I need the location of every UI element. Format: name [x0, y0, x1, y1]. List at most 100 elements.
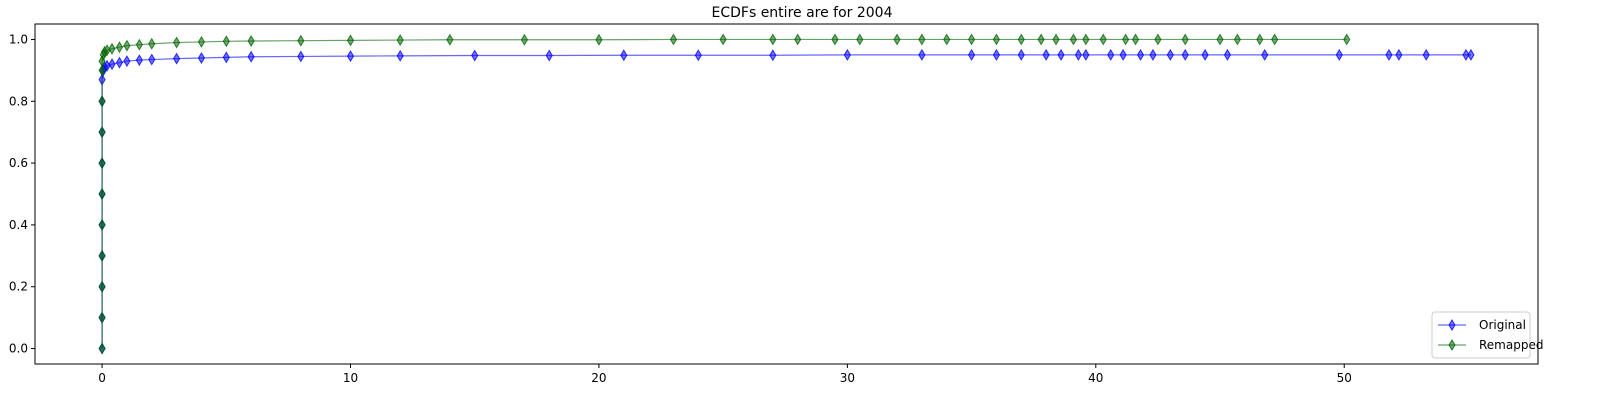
data-point-remapped: [719, 33, 727, 46]
data-point-remapped: [992, 33, 1001, 46]
data-point-original: [346, 50, 355, 63]
data-point-remapped: [669, 33, 678, 46]
data-point-original: [222, 51, 230, 64]
data-point-remapped: [1256, 33, 1264, 46]
legend-label-remapped: Remapped: [1479, 338, 1543, 352]
data-point-remapped: [918, 33, 926, 46]
data-point-remapped: [1131, 33, 1140, 46]
data-point-remapped: [1037, 33, 1045, 46]
data-point-remapped: [222, 35, 230, 48]
data-point-remapped: [115, 41, 124, 54]
data-point-original: [1074, 48, 1082, 61]
data-point-original: [1462, 48, 1470, 61]
data-point-original: [108, 58, 116, 71]
data-point-remapped: [98, 311, 106, 324]
data-point-remapped: [98, 342, 106, 355]
data-point-remapped: [1082, 33, 1090, 46]
data-point-remapped: [108, 42, 116, 55]
data-point-original: [992, 48, 1001, 61]
data-point-remapped: [98, 249, 106, 262]
legend: Original Remapped: [1431, 311, 1543, 359]
data-point-remapped: [98, 95, 106, 108]
data-point-original: [967, 48, 976, 61]
series-line-original: [101, 54, 1471, 349]
data-point-remapped: [446, 33, 454, 46]
data-point-remapped: [297, 34, 305, 47]
data-point-remapped: [943, 33, 951, 46]
data-point-remapped: [831, 33, 839, 46]
data-point-original: [1261, 48, 1269, 61]
y-tick-label: 0.4: [9, 218, 28, 232]
x-tick-label: 50: [1337, 371, 1352, 385]
data-point-remapped: [173, 36, 181, 49]
data-point-original: [1017, 48, 1025, 61]
data-point-original: [115, 56, 124, 69]
data-point-remapped: [595, 33, 603, 46]
data-point-remapped: [197, 35, 206, 48]
data-point-remapped: [1216, 33, 1224, 46]
data-point-original: [918, 48, 926, 61]
y-tick-label: 0.8: [9, 94, 28, 108]
data-point-remapped: [98, 126, 106, 139]
data-point-original: [173, 52, 181, 65]
data-point-original: [843, 48, 851, 61]
data-point-remapped: [967, 33, 976, 46]
data-point-remapped: [98, 157, 106, 170]
data-point-original: [620, 49, 628, 62]
data-point-original: [1467, 48, 1475, 61]
data-point-remapped: [98, 64, 106, 77]
data-point-original: [247, 50, 255, 63]
data-point-original: [471, 49, 479, 62]
data-point-original: [1166, 48, 1174, 61]
data-point-original: [148, 53, 156, 66]
data-point-remapped: [98, 188, 106, 200]
data-point-remapped: [1122, 33, 1130, 46]
data-point-original: [1385, 48, 1393, 61]
data-point-remapped: [247, 35, 255, 47]
legend-marker-original: [1448, 319, 1456, 331]
data-point-original: [1082, 48, 1090, 61]
data-point-original: [1335, 48, 1343, 61]
data-point-remapped: [520, 33, 528, 46]
x-tick-label: 40: [1088, 371, 1103, 385]
data-point-original: [1057, 48, 1065, 61]
y-tick-label: 0.2: [9, 280, 28, 294]
data-point-original: [1107, 48, 1115, 61]
data-point-original: [1149, 48, 1157, 61]
data-point-original: [694, 49, 702, 62]
data-point-original: [297, 50, 305, 63]
data-point-original: [1181, 48, 1189, 61]
data-point-original: [545, 49, 553, 62]
data-point-original: [135, 54, 143, 67]
y-tick-label: 0.6: [9, 156, 28, 170]
y-tick-label: 1.0: [9, 32, 28, 46]
data-point-remapped: [346, 34, 355, 47]
data-point-remapped: [98, 280, 106, 293]
data-point-remapped: [98, 218, 106, 231]
data-point-remapped: [1181, 33, 1189, 46]
data-point-remapped: [769, 33, 777, 46]
legend-marker-remapped: [1448, 339, 1456, 351]
legend-box: [1431, 311, 1531, 359]
data-point-remapped: [893, 33, 901, 46]
data-point-original: [1223, 48, 1232, 61]
data-point-remapped: [1052, 33, 1060, 46]
series-layer: [98, 33, 1475, 355]
data-point-remapped: [794, 33, 802, 46]
data-point-original: [1136, 48, 1145, 61]
data-point-remapped: [1069, 33, 1078, 46]
series-remapped: [98, 33, 1351, 355]
chart-title: ECDFs entire are for 2004: [712, 5, 893, 21]
data-point-remapped: [856, 33, 864, 46]
y-tick-label: 0.0: [9, 342, 28, 356]
legend-label-original: Original: [1479, 318, 1526, 332]
data-point-remapped: [123, 39, 131, 52]
series-line-remapped: [101, 38, 1347, 349]
data-point-original: [769, 49, 777, 62]
data-point-original: [1042, 48, 1050, 61]
legend-item-original: Original: [1438, 318, 1526, 332]
data-point-original: [1395, 48, 1403, 61]
data-point-remapped: [1271, 33, 1279, 46]
data-point-remapped: [1017, 33, 1025, 46]
